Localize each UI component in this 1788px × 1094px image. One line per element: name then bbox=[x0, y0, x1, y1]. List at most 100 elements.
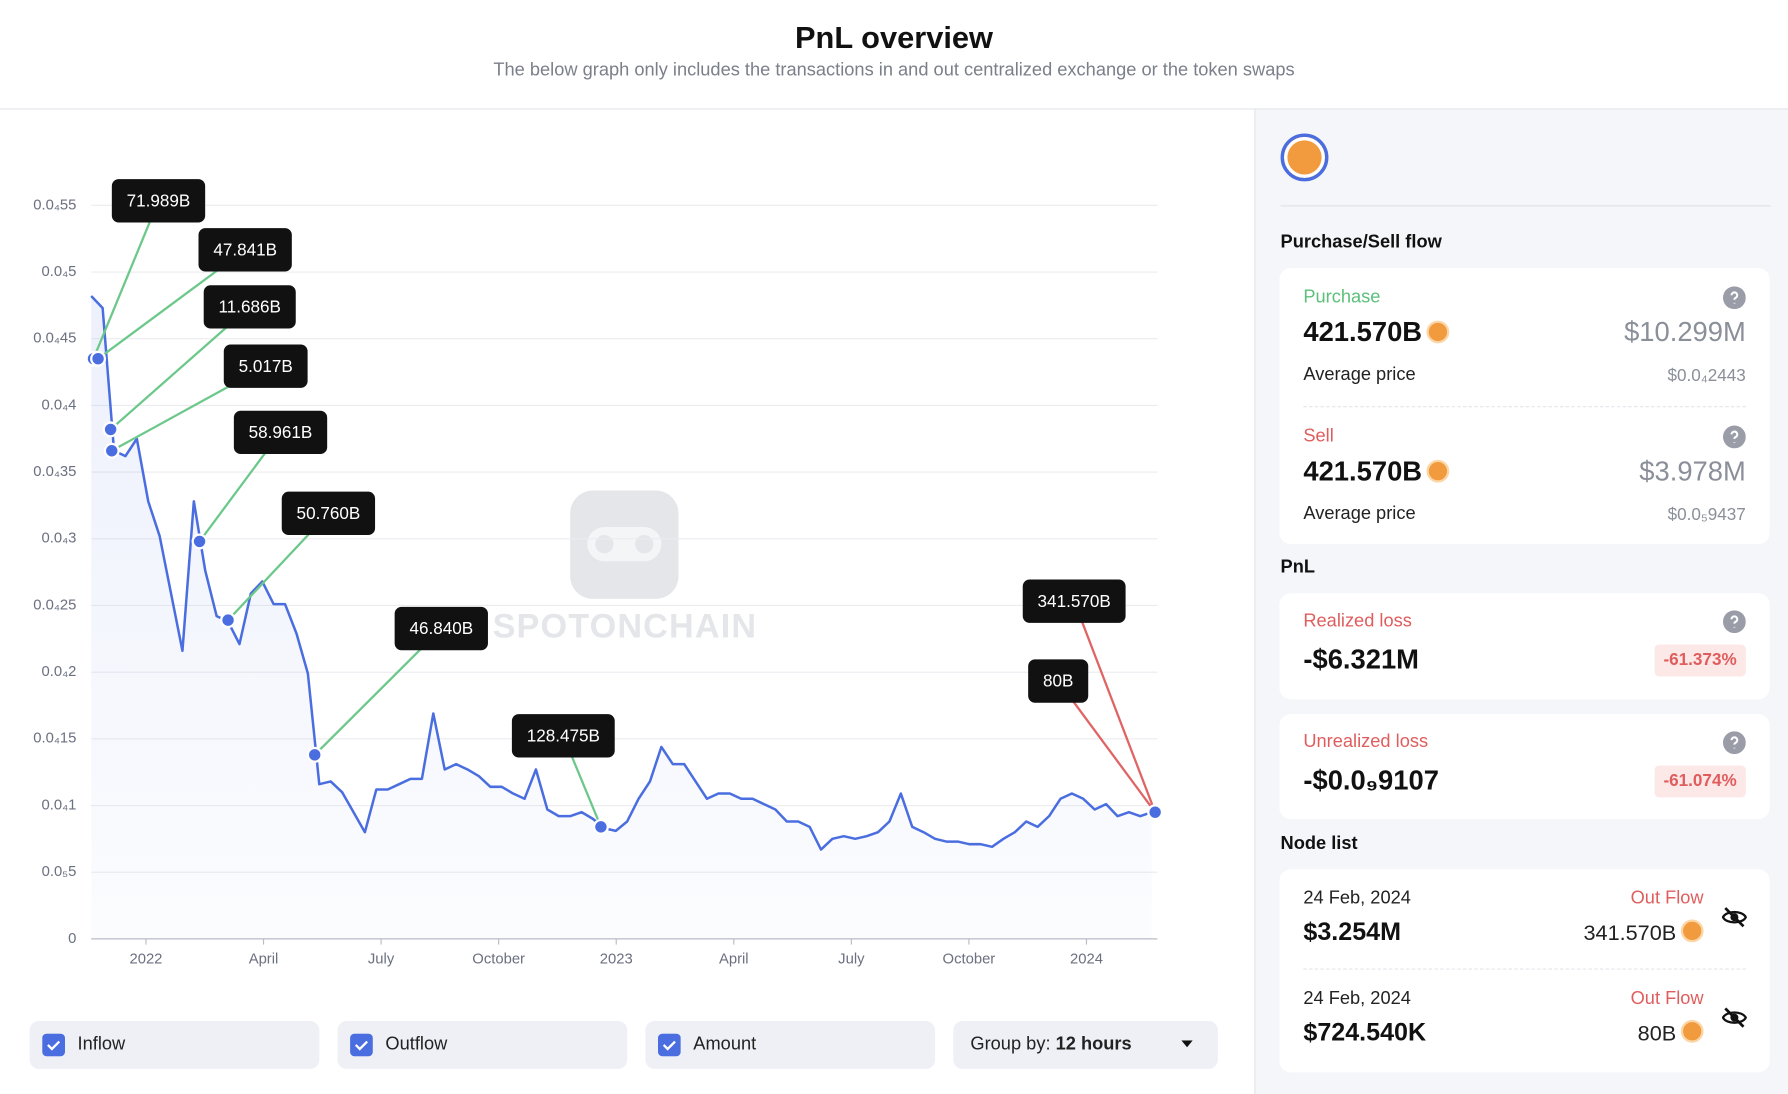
marker-label: 11.686B bbox=[219, 298, 281, 317]
marker-label: 47.841B bbox=[213, 240, 277, 259]
line-area bbox=[91, 296, 1152, 939]
section-title: Node list bbox=[1280, 833, 1358, 854]
marker-label: 341.570B bbox=[1038, 592, 1111, 611]
marker-label: 80B bbox=[1043, 672, 1073, 691]
group-by-select[interactable]: Group by: 12 hours bbox=[953, 1021, 1218, 1069]
marker-callout: 50.760B bbox=[281, 491, 376, 536]
marker-callout: 71.989B bbox=[111, 179, 206, 223]
marker-callout: 341.570B bbox=[1022, 579, 1126, 623]
y-tick-label: 0.0₄4 bbox=[42, 397, 77, 413]
node-date: 24 Feb, 2024 bbox=[1303, 888, 1411, 909]
sell-usd: $3.978M bbox=[1639, 456, 1746, 488]
group-by-label: Group by: bbox=[970, 1034, 1051, 1055]
marker bbox=[103, 442, 120, 459]
y-tick-label: 0.0₄2 bbox=[42, 664, 77, 680]
marker-label: 58.961B bbox=[249, 423, 313, 442]
checkbox-label: Inflow bbox=[77, 1034, 126, 1055]
callout-line bbox=[1073, 600, 1157, 813]
y-tick-label: 0.0₄3 bbox=[42, 531, 77, 547]
marker bbox=[90, 350, 107, 367]
sell-amount-row: 421.570B bbox=[1303, 456, 1450, 488]
group-by: Group by: 12 hours bbox=[970, 1035, 1131, 1056]
node-amount: 341.570B bbox=[1583, 921, 1677, 946]
marker bbox=[220, 612, 237, 629]
page-subtitle: The below graph only includes the transa… bbox=[493, 60, 1295, 80]
label-box bbox=[511, 714, 615, 758]
purchase-usd: $10.299M bbox=[1624, 317, 1746, 348]
marker-label: 50.760B bbox=[297, 504, 361, 523]
y-tick-label: 0.0₄15 bbox=[33, 731, 76, 747]
node-amount: 80B bbox=[1637, 1022, 1677, 1047]
callout-line bbox=[1057, 680, 1157, 813]
y-tick-label: 0.0₄35 bbox=[33, 464, 76, 480]
label-box bbox=[111, 179, 206, 223]
y-tick-label: 0.0₄5 bbox=[42, 264, 77, 280]
node-amount-row: 80B bbox=[1637, 1019, 1704, 1047]
hide-icon[interactable] bbox=[1721, 1006, 1747, 1029]
sell-label: Sell bbox=[1303, 426, 1334, 447]
marker-label: 46.840B bbox=[409, 619, 473, 638]
help-icon[interactable] bbox=[1722, 425, 1746, 449]
group-by-value: 12 hours bbox=[1055, 1034, 1132, 1055]
node-usd: $724.540K bbox=[1303, 1017, 1427, 1047]
chart: SPOTONCHAIN 0 0.0₅5 0.0₄1 0.0₄15 0.0₄2 0.0₄25… bbox=[33, 179, 1164, 967]
x-tick-label: July bbox=[838, 951, 865, 967]
divider bbox=[1303, 968, 1746, 970]
node-list: 24 Feb, 2024 Out Flow $3.254M 341.570B 24 Fe… bbox=[1279, 869, 1770, 1073]
header: PnL overview The below graph only includ… bbox=[0, 0, 1788, 110]
inflow-toggle[interactable]: Inflow bbox=[29, 1021, 320, 1069]
x-tick-label: October bbox=[943, 951, 996, 967]
purchase-avg: $0.0₄2443 bbox=[1667, 366, 1746, 386]
unrealized-percent: -61.074% bbox=[1654, 765, 1746, 798]
label-box bbox=[281, 491, 376, 536]
x-tick-label: 2024 bbox=[1070, 951, 1103, 967]
help-icon[interactable] bbox=[1722, 731, 1746, 755]
divider bbox=[1303, 406, 1746, 408]
y-tick-label: 0.0₄55 bbox=[33, 197, 76, 213]
help-icon[interactable] bbox=[1722, 286, 1746, 310]
hide-icon[interactable] bbox=[1721, 906, 1747, 929]
label-box bbox=[394, 606, 488, 651]
amount-toggle[interactable]: Amount bbox=[645, 1021, 936, 1069]
realized-percent: -61.373% bbox=[1654, 644, 1746, 677]
flow-card: Purchase 421.570B $10.299M Average price… bbox=[1279, 268, 1770, 545]
marker-callout: 5.017B bbox=[223, 344, 308, 388]
marker bbox=[592, 818, 609, 835]
y-tick-label: 0 bbox=[68, 931, 76, 947]
divider bbox=[1280, 205, 1771, 207]
outflow-toggle[interactable]: Outflow bbox=[337, 1021, 628, 1069]
x-tick-label: 2023 bbox=[600, 951, 633, 967]
purchase-amount-row: 421.570B bbox=[1303, 317, 1450, 349]
label-box bbox=[233, 410, 328, 455]
y-tick-label: 0.0₄1 bbox=[42, 797, 77, 813]
caret bbox=[1181, 1040, 1193, 1048]
unrealized-card: Unrealized loss -$0.0₉9107 -61.074% bbox=[1279, 714, 1770, 820]
checkbox-label: Amount bbox=[693, 1034, 757, 1055]
page-title: PnL overview bbox=[795, 20, 993, 55]
label-box bbox=[223, 344, 308, 388]
node-usd: $3.254M bbox=[1303, 917, 1402, 946]
node-type: Out Flow bbox=[1630, 989, 1704, 1009]
checkbox-label: Outflow bbox=[385, 1034, 448, 1055]
y-tick-label: 0.0₄25 bbox=[33, 597, 76, 613]
watermark: SPOTONCHAIN bbox=[493, 608, 758, 646]
x-tick-label: April bbox=[719, 951, 749, 967]
marker bbox=[102, 421, 119, 438]
markers bbox=[85, 350, 1164, 835]
label-box bbox=[203, 285, 296, 329]
marker-label: 71.989B bbox=[127, 191, 191, 210]
marker-callout: 11.686B bbox=[203, 285, 296, 329]
token-icon bbox=[1280, 133, 1329, 182]
help-icon[interactable] bbox=[1722, 610, 1746, 634]
x-tick-label: April bbox=[249, 951, 279, 967]
callout-line bbox=[92, 200, 160, 360]
x-tick-label: October bbox=[472, 951, 525, 967]
y-tick-label: 0.0₄45 bbox=[33, 331, 76, 347]
watermark-icon bbox=[570, 490, 679, 599]
node-date: 24 Feb, 2024 bbox=[1303, 989, 1411, 1009]
label-box bbox=[1028, 659, 1089, 703]
price-line bbox=[90, 295, 1153, 851]
unrealized-label: Unrealized loss bbox=[1303, 732, 1429, 752]
marker-callout: 80B bbox=[1028, 659, 1089, 703]
purchase-amount: 421.570B bbox=[1303, 317, 1423, 348]
